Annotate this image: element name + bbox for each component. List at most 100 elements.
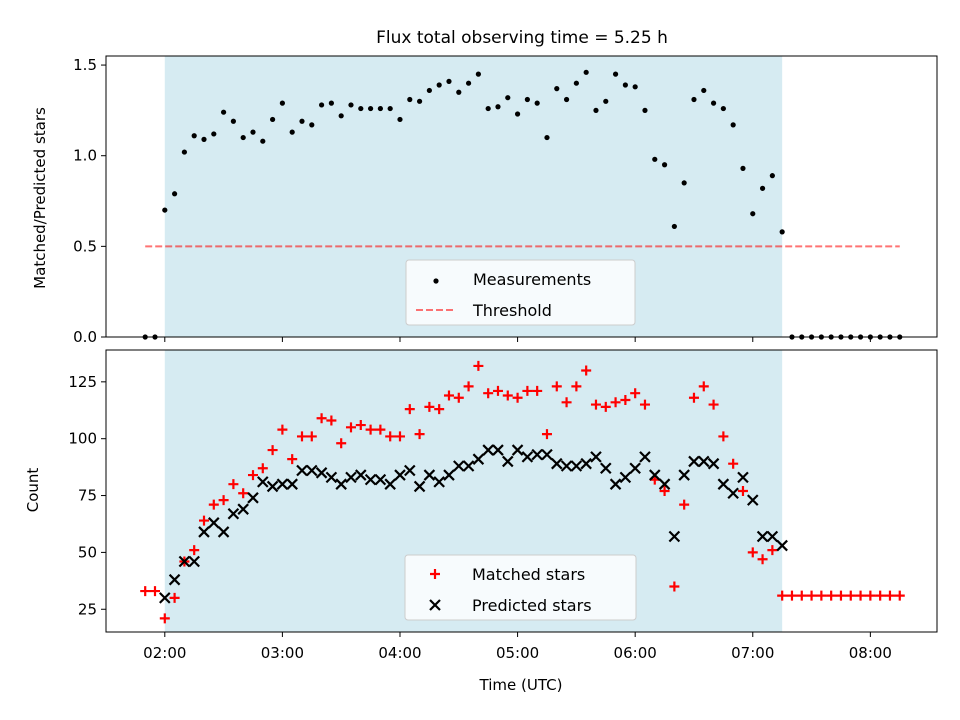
matched-star-point	[532, 385, 543, 396]
predicted-star-point	[482, 444, 494, 456]
predicted-star-point	[648, 469, 661, 481]
top-y-tick-label: 1.0	[73, 147, 97, 165]
matched-star-point	[767, 545, 778, 556]
predicted-star-point	[217, 526, 230, 538]
matched-star-point	[581, 365, 592, 376]
measurement-point	[289, 129, 295, 135]
top-panel: 0.0 0.5 1.0 1.5 Matched/Predicted stars Mea…	[31, 55, 938, 346]
measurement-point	[407, 96, 413, 103]
measurement-point	[465, 80, 472, 86]
matched-star-point	[277, 424, 288, 435]
measurement-point	[759, 185, 766, 191]
predicted-star-point	[178, 555, 191, 568]
matched-star-point	[522, 385, 533, 396]
matched-star-point	[796, 590, 807, 601]
predicted-star-point	[257, 476, 269, 488]
matched-star-point	[492, 385, 503, 396]
predicted-star-point	[276, 478, 289, 490]
measurement-point	[436, 82, 442, 88]
top-legend: Measurements Threshold	[405, 259, 636, 326]
matched-star-point	[571, 381, 582, 392]
measurement-point	[240, 134, 246, 141]
matched-star-point	[708, 399, 719, 410]
x-tick-label: 04:00	[378, 644, 421, 662]
matched-star-point	[375, 424, 386, 435]
matched-star-point	[698, 381, 709, 392]
matched-star-point	[835, 590, 846, 601]
matched-star-point	[473, 360, 484, 371]
matched-star-point	[855, 590, 866, 601]
matched-star-point	[228, 479, 239, 490]
measurement-point	[387, 105, 393, 112]
bottom-plot-frame	[105, 349, 938, 633]
predicted-star-point	[688, 455, 700, 468]
legend-predicted-marker	[429, 599, 441, 611]
predicted-star-point	[159, 592, 171, 604]
predicted-star-point	[590, 451, 602, 463]
matched-star-point	[306, 431, 317, 442]
bottom-x-axis-label: Time (UTC)	[479, 676, 563, 694]
measurement-point	[593, 107, 599, 113]
predicted-star-point	[756, 530, 769, 543]
matched-star-point	[728, 458, 739, 469]
top-x-axis-ticks	[164, 337, 871, 342]
matched-star-point	[443, 390, 454, 401]
matched-star-point	[816, 590, 827, 601]
matched-star-point	[786, 590, 797, 601]
matched-star-point	[453, 392, 464, 403]
matched-star-point	[757, 554, 768, 565]
top-y-tick-label: 1.5	[73, 56, 97, 74]
predicted-star-point	[325, 471, 338, 484]
predicted-star-point	[707, 457, 720, 470]
measurement-point	[171, 191, 178, 197]
measurement-point	[397, 116, 403, 123]
bottom-x-axis-ticks: 02:00 03:00 04:00 05:00 06:00 07:00 08:00	[143, 632, 892, 662]
measurement-point	[309, 122, 315, 128]
measurement-point	[563, 96, 570, 103]
matched-star-point	[718, 431, 729, 442]
predicted-star-point	[609, 478, 622, 490]
measurement-point	[554, 86, 560, 92]
bottom-matched-stars-points	[140, 360, 905, 624]
measurement-point	[632, 84, 638, 90]
predicted-star-point	[462, 460, 475, 472]
bottom-y-axis-ticks: 25 50 75 100 125	[68, 373, 106, 618]
measurement-point	[603, 98, 609, 104]
predicted-star-point	[541, 448, 553, 461]
matched-star-point	[247, 470, 258, 481]
x-tick-label: 02:00	[143, 644, 186, 662]
measurement-point	[475, 71, 481, 77]
matched-star-point	[630, 388, 641, 399]
predicted-star-point	[521, 451, 534, 463]
measurement-point	[426, 87, 432, 94]
measurement-point	[691, 96, 697, 103]
predicted-star-point	[776, 539, 788, 552]
top-y-axis-ticks: 0.0 0.5 1.0 1.5	[73, 56, 106, 346]
x-tick-label: 07:00	[731, 644, 774, 662]
measurement-point	[750, 211, 756, 217]
predicted-star-point	[208, 517, 220, 529]
matched-star-point	[561, 397, 572, 408]
matched-star-point	[688, 392, 699, 403]
matched-star-point	[287, 454, 298, 465]
matched-star-point	[679, 499, 690, 510]
measurement-point	[456, 89, 462, 95]
legend-label: Predicted stars	[472, 596, 592, 615]
legend-matched-marker	[430, 569, 440, 579]
matched-star-point	[845, 590, 856, 601]
measurement-point	[318, 102, 325, 108]
matched-star-point	[169, 592, 180, 603]
matched-star-point	[610, 397, 621, 408]
measurement-point	[279, 100, 285, 106]
predicted-star-point	[198, 526, 210, 538]
measurement-point	[338, 113, 344, 119]
matched-star-point	[502, 390, 513, 401]
predicted-star-point	[502, 455, 514, 468]
measurement-point	[328, 100, 334, 106]
measurement-point	[544, 134, 550, 141]
predicted-star-point	[374, 473, 387, 486]
measurement-point	[740, 165, 746, 171]
predicted-star-point	[364, 473, 377, 486]
matched-star-point	[394, 431, 405, 442]
